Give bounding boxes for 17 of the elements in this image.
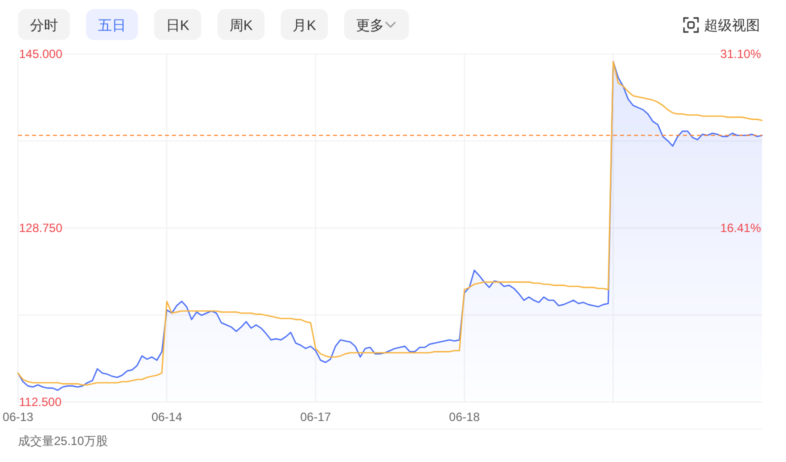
y2-tick-label: 31.10% [720, 47, 762, 61]
y2-tick-label: 16.41% [720, 221, 762, 235]
button: 五日 [86, 9, 138, 40]
y-tick-label: 112.500 [19, 395, 62, 409]
x-tick-label: 06-18 [449, 410, 480, 424]
x-tick-label: 06-13 [2, 410, 34, 424]
button: 月K [280, 9, 328, 40]
x-tick-label: 06-14 [151, 410, 182, 424]
text: 超级视图 [704, 17, 760, 33]
x-tick-label: 06-17 [300, 410, 332, 424]
button: 日K [154, 9, 202, 40]
text: 成交量25.10万股 [18, 434, 108, 448]
y-tick-label: 128.750 [19, 221, 63, 235]
y-tick-label: 145.000 [19, 47, 63, 61]
button: 周K [217, 9, 265, 40]
button: 更多 [344, 9, 410, 40]
button: 分时 [18, 9, 70, 40]
